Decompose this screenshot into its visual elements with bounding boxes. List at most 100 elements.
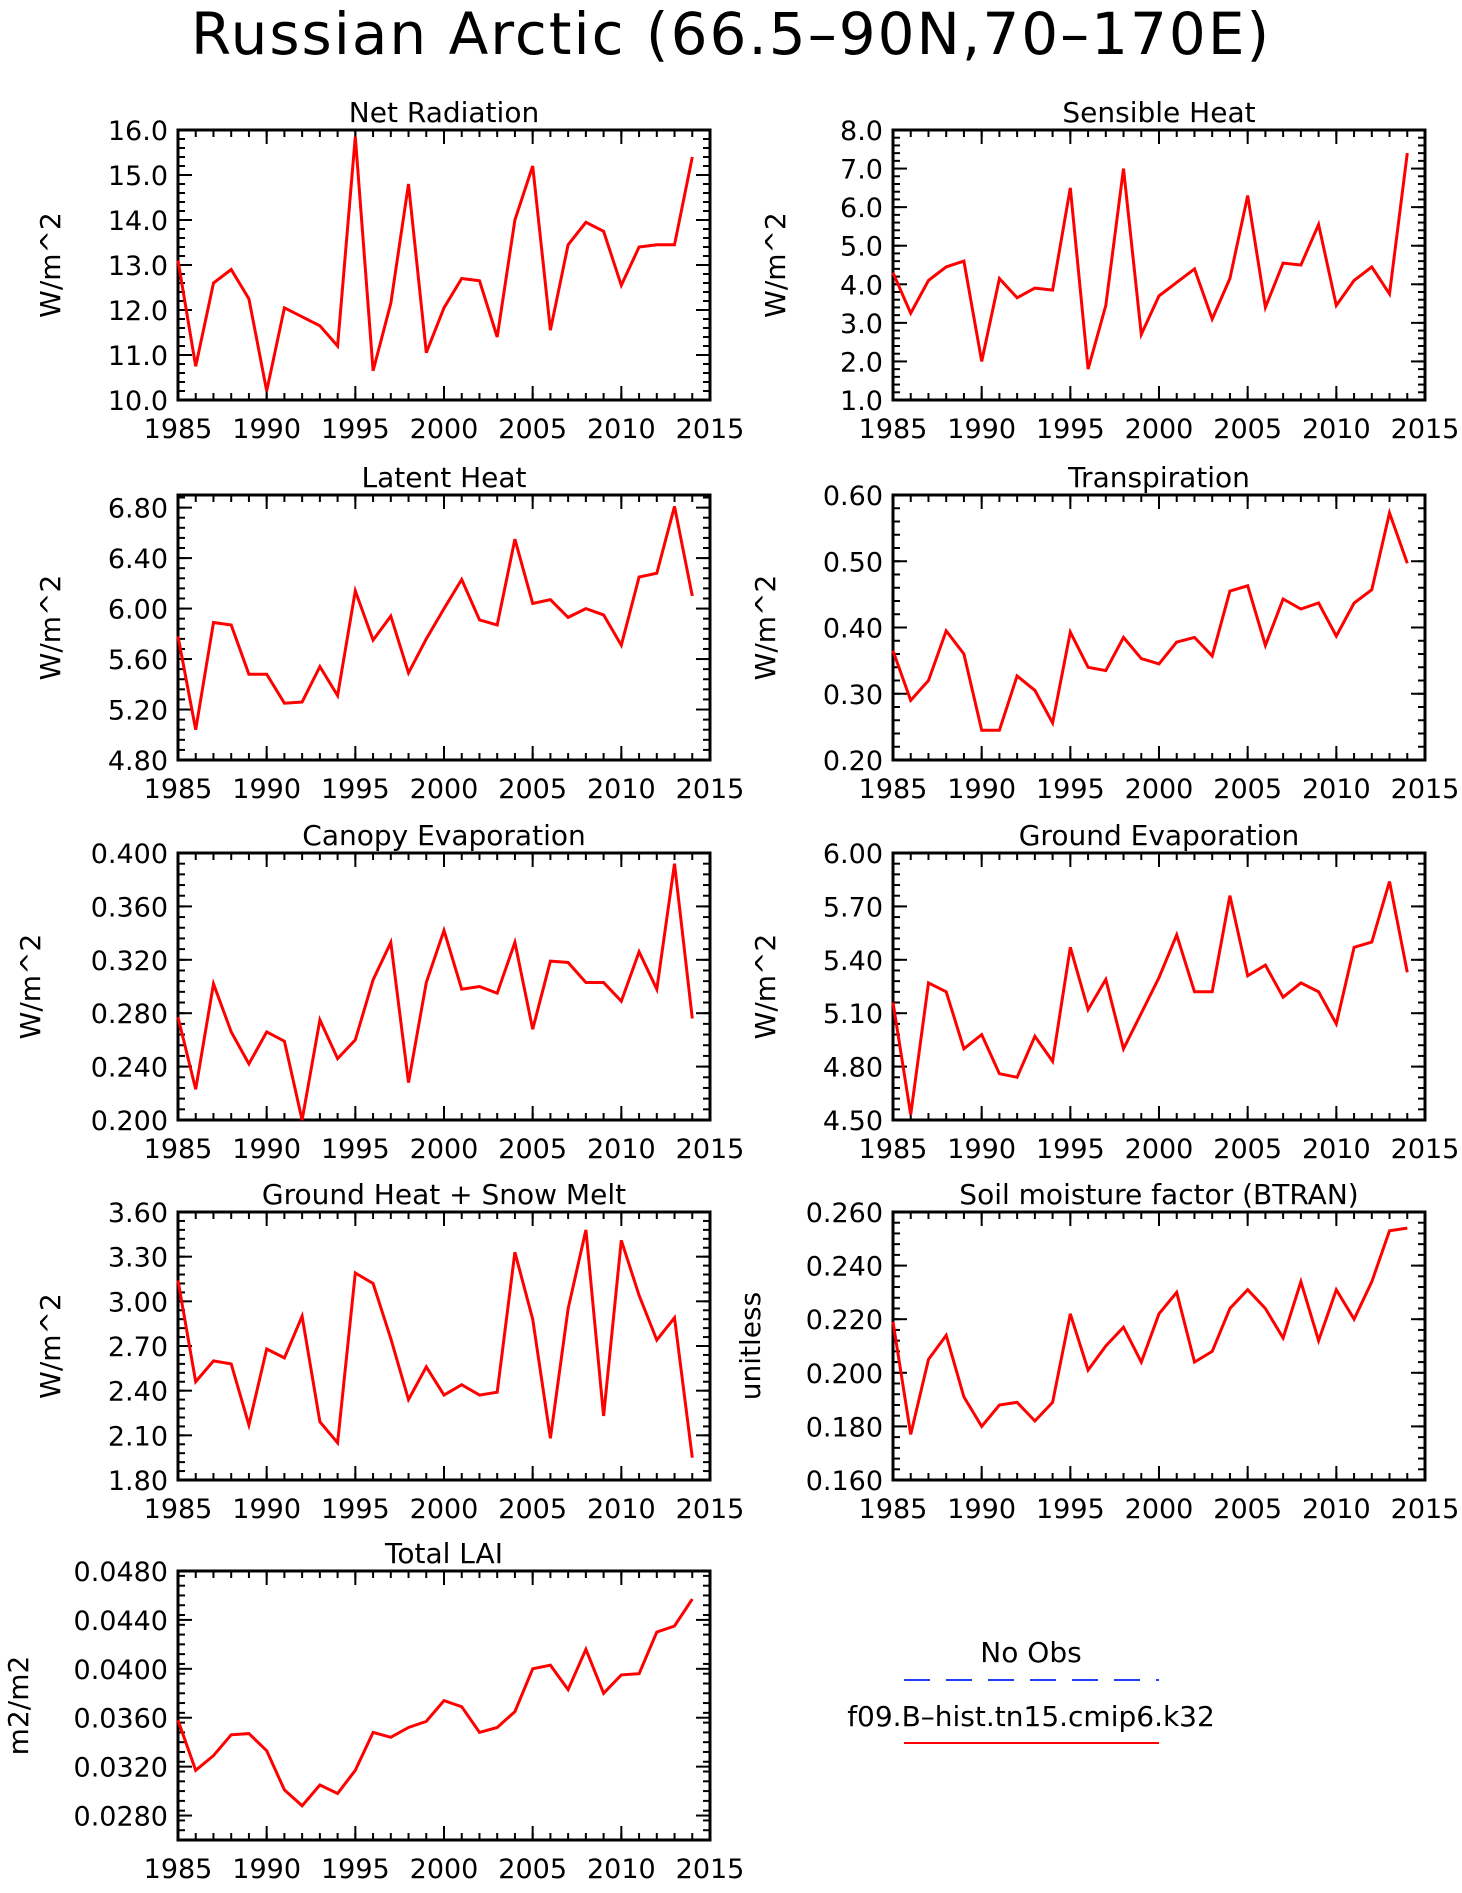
y-tick-label: 4.0 (840, 270, 883, 301)
panel-title: Transpiration (1067, 461, 1250, 494)
plot-frame (176, 1210, 712, 1482)
y-tick-label: 5.60 (108, 645, 168, 676)
x-tick-label: 2010 (1302, 774, 1371, 805)
x-tick-label: 2015 (676, 1854, 745, 1885)
y-tick-label: 0.220 (806, 1305, 883, 1336)
series-line (176, 136, 694, 392)
y-tick-label: 6.00 (823, 839, 883, 870)
y-tick-label: 0.0480 (74, 1557, 168, 1588)
x-tick-label: 1990 (947, 1134, 1016, 1165)
x-tick-label: 2015 (676, 414, 745, 445)
panel-title: Sensible Heat (1062, 96, 1255, 129)
y-tick-label: 0.60 (823, 481, 883, 512)
y-tick-label: 0.200 (806, 1359, 883, 1390)
y-axis-label: W/m^2 (34, 212, 67, 318)
x-tick-label: 1990 (947, 774, 1016, 805)
y-tick-label: 13.0 (108, 251, 168, 282)
x-tick-label: 2005 (1213, 1134, 1282, 1165)
chart-panels: Net Radiation W/m^2 1985 1990 1995 2000 2005 20… (2, 96, 1459, 1885)
panel-title: Soil moisture factor (BTRAN) (959, 1178, 1358, 1211)
y-tick-label: 3.00 (108, 1287, 168, 1318)
y-tick-label: 3.0 (840, 309, 883, 340)
y-tick-label: 2.40 (108, 1377, 168, 1408)
x-tick-label: 2015 (1391, 1494, 1460, 1525)
chart-panel: Sensible Heat W/m^2 1985 1990 1995 2000 2005 20… (759, 96, 1459, 445)
x-tick-label: 1995 (1036, 1134, 1105, 1165)
y-tick-label: 15.0 (108, 161, 168, 192)
chart-panel: Ground Heat + Snow Melt W/m^2 1985 1990 1995… (34, 1178, 744, 1525)
panel-title: Ground Evaporation (1019, 819, 1300, 852)
x-tick-label: 1985 (859, 414, 928, 445)
legend-label-model: f09.B–hist.tn15.cmip6.k32 (847, 1700, 1215, 1733)
y-tick-label: 2.0 (840, 347, 883, 378)
y-axis-label: W/m^2 (34, 1293, 67, 1399)
panel-title: Canopy Evaporation (302, 819, 585, 852)
y-tick-label: 0.180 (806, 1412, 883, 1443)
y-tick-label: 16.0 (108, 116, 168, 147)
chart-panel: Latent Heat W/m^2 1985 1990 1995 2000 2005 2010… (34, 461, 744, 805)
x-tick-label: 1985 (144, 414, 213, 445)
x-tick-label: 1990 (232, 1494, 301, 1525)
y-axis-label: W/m^2 (34, 575, 67, 681)
x-tick-label: 2000 (410, 1494, 479, 1525)
x-tick-label: 2000 (410, 1854, 479, 1885)
x-tick-label: 2015 (676, 774, 745, 805)
x-tick-label: 2005 (1213, 1494, 1282, 1525)
x-tick-label: 2015 (1391, 414, 1460, 445)
x-tick-label: 2015 (676, 1134, 745, 1165)
x-tick-label: 2010 (587, 414, 656, 445)
y-tick-label: 4.80 (108, 746, 168, 777)
panel-title: Net Radiation (349, 96, 539, 129)
plot-frame (891, 493, 1427, 762)
series-line (891, 507, 1409, 732)
x-tick-label: 2005 (498, 414, 567, 445)
y-axis-label: W/m^2 (14, 934, 47, 1040)
y-tick-label: 1.80 (108, 1466, 168, 1497)
plot-frame (891, 128, 1427, 402)
y-tick-label: 4.80 (823, 1053, 883, 1084)
x-tick-label: 2000 (410, 774, 479, 805)
y-tick-label: 0.20 (823, 746, 883, 777)
y-tick-label: 0.0280 (74, 1802, 168, 1833)
chart-panel: Ground Evaporation W/m^2 1985 1990 1995 2000 2… (749, 819, 1459, 1165)
panel-title: Total LAI (384, 1537, 503, 1570)
x-tick-label: 2000 (1125, 774, 1194, 805)
y-axis-label: W/m^2 (749, 575, 782, 681)
y-tick-label: 0.280 (91, 999, 168, 1030)
x-tick-label: 2000 (410, 414, 479, 445)
series-line (891, 1226, 1408, 1435)
x-tick-label: 1985 (144, 1854, 213, 1885)
plot-frame (891, 1210, 1427, 1482)
legend: No Obs f09.B–hist.tn15.cmip6.k32 (847, 1636, 1215, 1744)
x-tick-label: 1990 (232, 1134, 301, 1165)
y-tick-label: 0.40 (823, 614, 883, 645)
x-tick-label: 1985 (859, 1494, 928, 1525)
x-tick-label: 2010 (1302, 1134, 1371, 1165)
x-tick-label: 2000 (1125, 1134, 1194, 1165)
chart-panel: Transpiration W/m^2 1985 1990 1995 2000 2005 20… (749, 461, 1459, 805)
plot-frame (176, 1569, 712, 1842)
x-tick-label: 2005 (498, 774, 567, 805)
x-tick-label: 1990 (947, 1494, 1016, 1525)
x-tick-label: 2015 (1391, 1134, 1460, 1165)
y-tick-label: 0.260 (806, 1198, 883, 1229)
y-tick-label: 5.40 (823, 946, 883, 977)
x-tick-label: 2010 (587, 774, 656, 805)
y-tick-label: 0.400 (91, 839, 168, 870)
plot-frame (176, 851, 712, 1122)
y-axis-label: W/m^2 (759, 212, 792, 318)
y-tick-label: 3.60 (108, 1198, 168, 1229)
figure-title: Russian Arctic (66.5–90N,70–170E) (190, 0, 1272, 68)
x-tick-label: 1990 (947, 414, 1016, 445)
x-tick-label: 1985 (144, 1494, 213, 1525)
x-tick-label: 2000 (410, 1134, 479, 1165)
series-line (176, 506, 694, 730)
x-tick-label: 2005 (498, 1854, 567, 1885)
y-tick-label: 0.0320 (74, 1753, 168, 1784)
x-tick-label: 1995 (321, 1494, 390, 1525)
y-tick-label: 0.30 (823, 680, 883, 711)
y-tick-label: 0.240 (806, 1252, 883, 1283)
x-tick-label: 2010 (587, 1134, 656, 1165)
y-tick-label: 6.00 (108, 595, 168, 626)
